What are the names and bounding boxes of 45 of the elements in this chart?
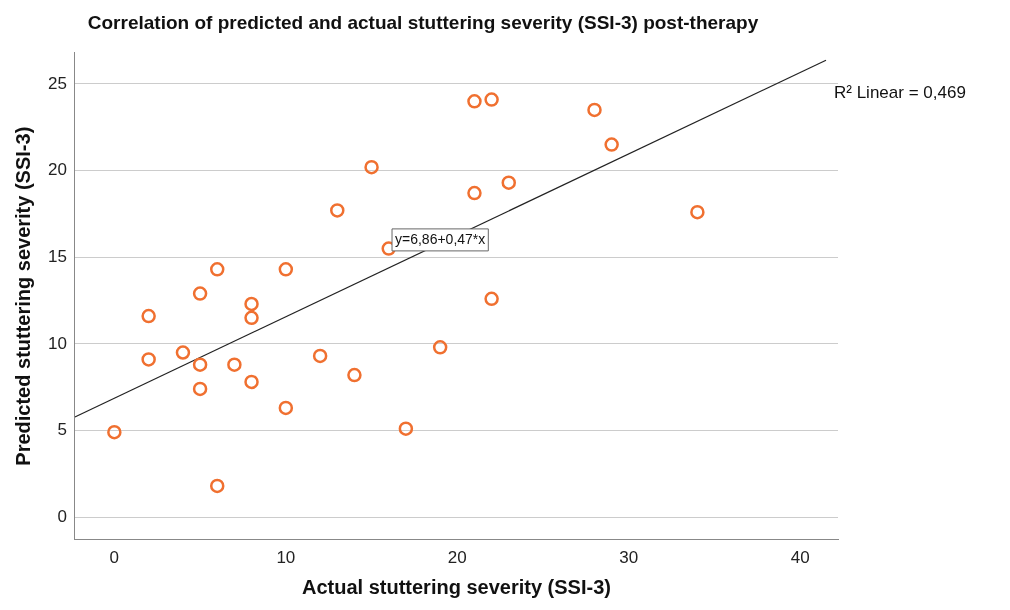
chart-title: Correlation of predicted and actual stuttering severity (SSI-3) post-therapy <box>87 11 759 33</box>
x-tick-label: 0 <box>109 548 120 568</box>
y-tick-label: 25 <box>47 73 67 93</box>
point <box>604 137 619 152</box>
point <box>312 348 328 364</box>
y-axis-title: Predicted stuttering severity (SSI-3) <box>11 126 34 466</box>
point <box>398 421 414 436</box>
point <box>244 296 259 312</box>
point <box>192 286 208 301</box>
point <box>244 310 259 326</box>
x-tick-label: 20 <box>447 548 467 568</box>
point <box>364 159 379 175</box>
point <box>587 102 602 118</box>
y-tick-label: 20 <box>47 160 67 180</box>
point <box>278 262 294 277</box>
point <box>278 400 294 416</box>
y-tick-label: 15 <box>47 246 67 266</box>
point <box>501 175 517 190</box>
point <box>192 357 208 372</box>
point <box>107 424 122 440</box>
point <box>175 345 191 360</box>
point <box>690 204 705 220</box>
point <box>347 367 362 383</box>
y-tick-label: 10 <box>47 333 67 353</box>
point <box>192 381 208 397</box>
point <box>432 340 448 355</box>
y-tick-label: 5 <box>57 420 67 440</box>
point <box>141 308 156 324</box>
x-axis-title: Actual stuttering severity (SSI-3) <box>301 575 611 598</box>
x-tick-label: 10 <box>276 548 296 568</box>
point <box>209 262 225 277</box>
point <box>330 203 345 218</box>
point <box>467 185 482 201</box>
annotation: R² Linear = 0,469 <box>834 82 966 102</box>
point <box>141 352 156 367</box>
annotation: y=6,86+0,47*x <box>395 230 486 247</box>
point <box>244 374 259 390</box>
point <box>467 94 482 109</box>
point <box>209 478 225 494</box>
x-tick-label: 40 <box>790 548 810 568</box>
x-tick-label: 30 <box>619 548 639 568</box>
point <box>484 92 499 107</box>
point <box>484 291 499 307</box>
point <box>227 357 242 372</box>
y-tick-label: 0 <box>57 506 67 526</box>
